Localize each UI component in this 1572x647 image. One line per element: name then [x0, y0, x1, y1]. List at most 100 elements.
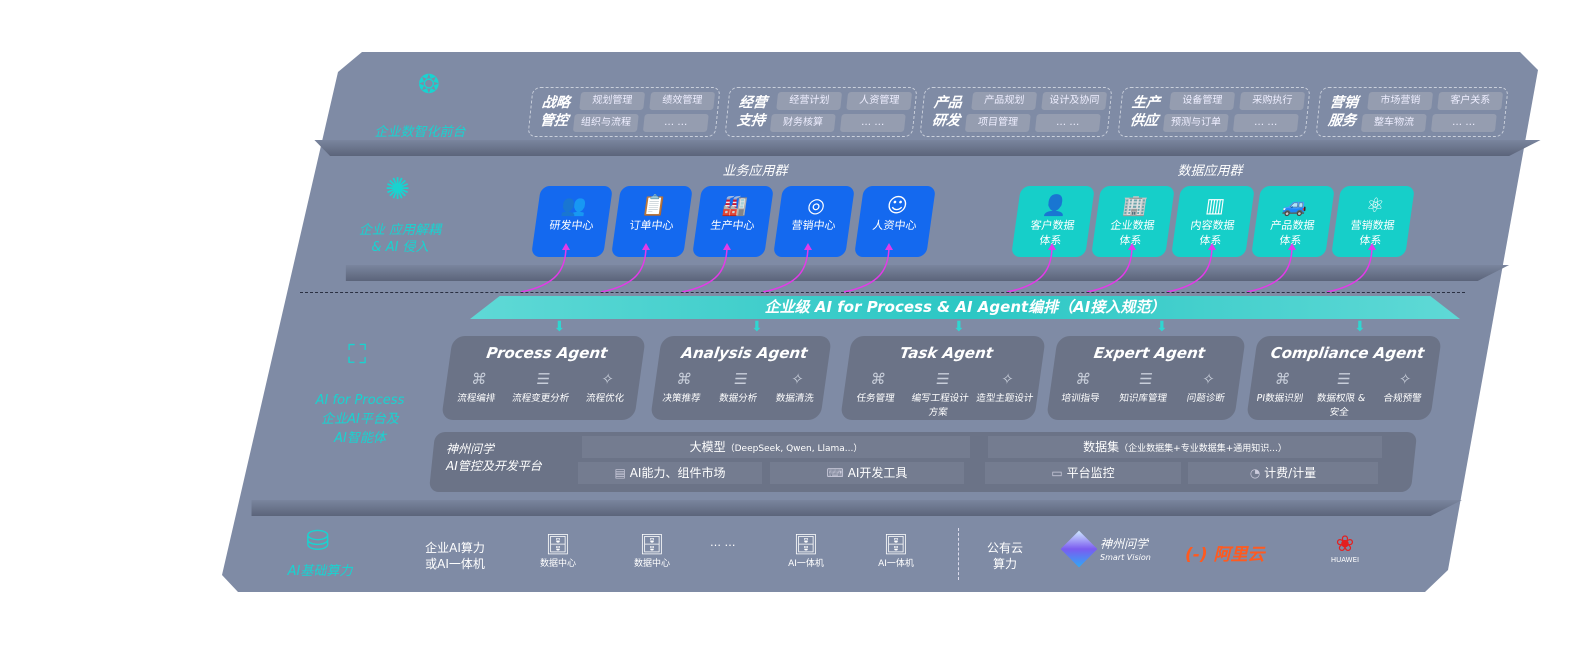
arrow-head [1368, 243, 1376, 250]
aliyun-text: 阿里云 [1213, 545, 1265, 565]
database-icon: ⛁ [306, 524, 330, 557]
capability-icon: ✧ [1397, 370, 1413, 388]
arrow-head [1288, 243, 1296, 250]
capability-label: 数据权限 & 安全 [1316, 393, 1367, 418]
arrow-head [562, 243, 570, 250]
capability-label: 造型主题设计 [975, 393, 1035, 404]
capability-icon: ⌘ [675, 370, 693, 388]
capability-label: 知识库管理 [1118, 393, 1168, 404]
capability-icon: ☰ [934, 370, 951, 388]
platform-label-2: AI管控及开发平台 [446, 459, 542, 473]
dataset-label: 数据集 [1083, 440, 1120, 454]
agent-capability[interactable]: ✧ 问题诊断 [1174, 368, 1241, 404]
aliyun-logo: (-) 阿里云 [1185, 545, 1265, 565]
agent-card[interactable]: Task Agent ⌘ 任务管理 ☰ 编写工程设计方案 ✧ 造型主题设计 [840, 336, 1046, 420]
capability-label: 合规预警 [1382, 393, 1423, 404]
front-label: 企业数智化前台 [374, 125, 466, 140]
server-icon: 🗄 [883, 532, 909, 556]
huawei-logo: ❀ HUAWEI [1325, 532, 1365, 565]
agent-capability[interactable]: ⌘ PI数据识别 [1247, 368, 1315, 418]
arrow-head [804, 243, 812, 250]
capability-label: 流程优化 [585, 393, 625, 404]
face-scan-icon: ⛶ [348, 340, 367, 370]
down-arrow-icon: ⬇ [953, 319, 965, 335]
agent-capability[interactable]: ⌘ 流程编排 [444, 368, 513, 404]
capability-icon: ☰ [1137, 370, 1154, 388]
enterprise-compute-label: 企业AI算力 或AI一体机 [410, 540, 500, 572]
agent-capability[interactable]: ⌘ 决策推荐 [653, 368, 714, 404]
agent-card[interactable]: Expert Agent ⌘ 培训指导 ☰ 知识库管理 ✧ 问题诊断 [1046, 336, 1246, 420]
server-label: AI一体机 [878, 559, 914, 569]
public-cloud-1: 公有云 [986, 541, 1023, 555]
smart-vision-cn: 神州问学 [1100, 537, 1149, 551]
connector-arrow [1086, 245, 1133, 293]
connector-arrow [520, 245, 567, 293]
server-icon: 🗄 [545, 532, 571, 556]
agent-capability[interactable]: ☰ 知识库管理 [1111, 368, 1178, 404]
server-icon: 🗄 [793, 532, 819, 556]
billing-label: 计费/计量 [1264, 466, 1317, 480]
ai-label-2: 企业AI平台及 [321, 412, 399, 427]
capability-icon: ⌘ [470, 370, 488, 388]
agent-card[interactable]: Process Agent ⌘ 流程编排 ☰ 流程变更分析 ✧ 流程优化 [441, 336, 646, 420]
arrow-head [885, 243, 893, 250]
business-apps-title: 业务应用群 [722, 164, 788, 179]
server-label: 数据中心 [633, 559, 670, 569]
agent-capability[interactable]: ✧ 流程优化 [572, 368, 641, 404]
server-icon: 🗄 [639, 532, 665, 556]
huawei-petal-icon: ❀ [1335, 532, 1355, 557]
agent-capability[interactable]: ✧ 造型主题设计 [970, 368, 1041, 418]
devtools-icon: ⌨ [826, 466, 848, 480]
agent-capability[interactable]: ✧ 合规预警 [1369, 368, 1437, 418]
agent-capability[interactable]: ⌘ 任务管理 [841, 368, 912, 418]
capability-label: 流程编排 [456, 393, 497, 404]
connector-arrow [1246, 245, 1293, 293]
public-cloud-label: 公有云 算力 [980, 540, 1030, 572]
capability-icon: ⌘ [1074, 370, 1092, 388]
server-item: 🗄 数据中心 [624, 532, 680, 569]
server-label: AI一体机 [788, 559, 824, 569]
capability-label: 任务管理 [855, 393, 896, 404]
enterprise-compute-2: 或AI一体机 [425, 557, 485, 571]
down-arrow-icon: ⬇ [751, 319, 763, 335]
agent-card[interactable]: Analysis Agent ⌘ 决策推荐 ☰ 数据分析 ✧ 数据清洗 [650, 336, 832, 420]
agent-capability[interactable]: ☰ 数据权限 & 安全 [1308, 368, 1376, 418]
dashed-separator [300, 292, 1465, 293]
agent-name: Analysis Agent [680, 344, 809, 362]
layer-divider [251, 500, 1462, 516]
arrow-head [723, 243, 731, 250]
capability-icon: ☰ [732, 370, 749, 388]
platform-label-1: 神州问学 [446, 442, 495, 456]
connector-arrow [1166, 245, 1213, 293]
server-ellipsis: … … [710, 536, 736, 549]
connector-arrow [600, 245, 647, 293]
capability-label: 决策推荐 [661, 393, 702, 404]
infra-label: AI基础算力 [287, 564, 353, 579]
server-label: 数据中心 [539, 559, 576, 569]
data-apps-title: 数据应用群 [1177, 164, 1243, 179]
server-item: 🗄 数据中心 [530, 532, 586, 569]
agent-name: Expert Agent [1092, 344, 1207, 362]
market-row[interactable]: ▤ AI能力、组件市场 [578, 462, 762, 484]
smart-vision-en: Smart Vision [1100, 553, 1151, 562]
agent-capability[interactable]: ⌘ 培训指导 [1049, 368, 1116, 404]
market-label: AI能力、组件市场 [629, 466, 726, 480]
vertical-divider [958, 528, 959, 580]
molecule-icon: ✺ [385, 172, 411, 207]
smart-vision-logo: 神州问学 Smart Vision [1100, 538, 1151, 564]
devtools-row[interactable]: ⌨ AI开发工具 [770, 462, 964, 484]
agent-capability[interactable]: ☰ 编写工程设计方案 [905, 368, 976, 418]
agent-capability[interactable]: ☰ 数据分析 [709, 368, 770, 404]
monitor-row[interactable]: ▭ 平台监控 [985, 462, 1181, 484]
model-row: 大模型（DeepSeek, Qwen, Llama...） [582, 436, 970, 458]
agent-name: Process Agent [485, 344, 609, 362]
capability-icon: ✧ [999, 370, 1016, 388]
platform-label: 神州问学 AI管控及开发平台 [446, 441, 542, 475]
agent-capability[interactable]: ☰ 流程变更分析 [508, 368, 577, 404]
billing-row[interactable]: ◔ 计费/计量 [1188, 462, 1378, 484]
agent-capability[interactable]: ✧ 数据清洗 [766, 368, 827, 404]
agent-card[interactable]: Compliance Agent ⌘ PI数据识别 ☰ 数据权限 & 安全 ✧ 合规预警 [1246, 336, 1442, 420]
marketplace-icon: ▤ [614, 466, 630, 480]
apps-label-2: & AI 侵入 [371, 240, 429, 255]
down-arrow-icon: ⬇ [1156, 319, 1168, 335]
